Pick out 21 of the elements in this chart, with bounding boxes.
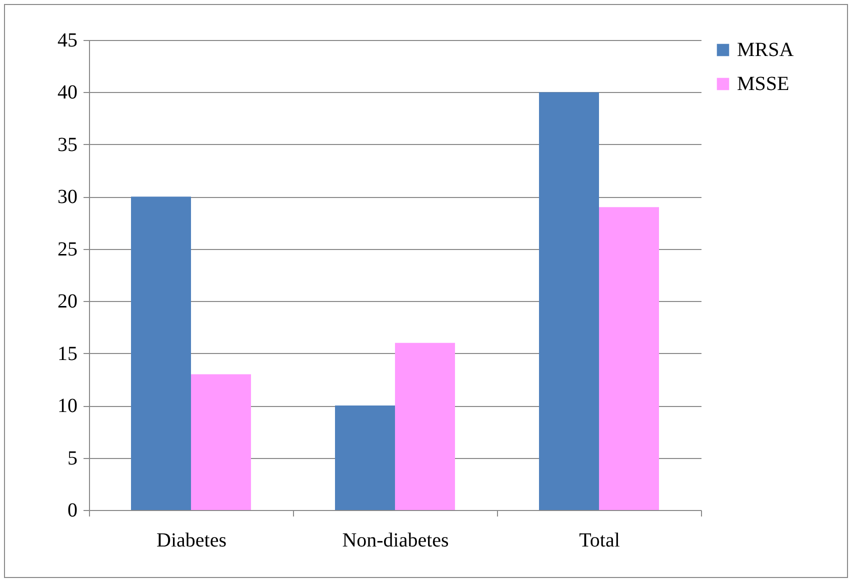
x-tick-label: Non-diabetes <box>342 530 450 552</box>
bar <box>539 92 599 510</box>
y-tick-label: 30 <box>58 186 78 208</box>
bar <box>395 342 455 510</box>
bar <box>335 406 395 510</box>
y-tick-label: 20 <box>58 290 78 313</box>
y-tick-label: 35 <box>58 134 78 156</box>
bar <box>599 207 659 510</box>
bar <box>191 374 251 510</box>
y-tick-label: 45 <box>58 30 78 52</box>
y-tick-label: 15 <box>58 342 78 365</box>
y-tick-label: 40 <box>58 82 78 104</box>
bar <box>131 196 191 510</box>
legend-label: MSSE <box>737 73 790 95</box>
y-tick-label: 25 <box>58 238 78 260</box>
x-tick-label: Diabetes <box>156 530 227 552</box>
y-tick-label: 0 <box>68 500 78 522</box>
y-tick-label: 5 <box>68 447 78 470</box>
y-tick-label: 10 <box>58 395 78 418</box>
legend-label: MRSA <box>737 39 794 61</box>
x-tick-label: Total <box>579 530 620 552</box>
